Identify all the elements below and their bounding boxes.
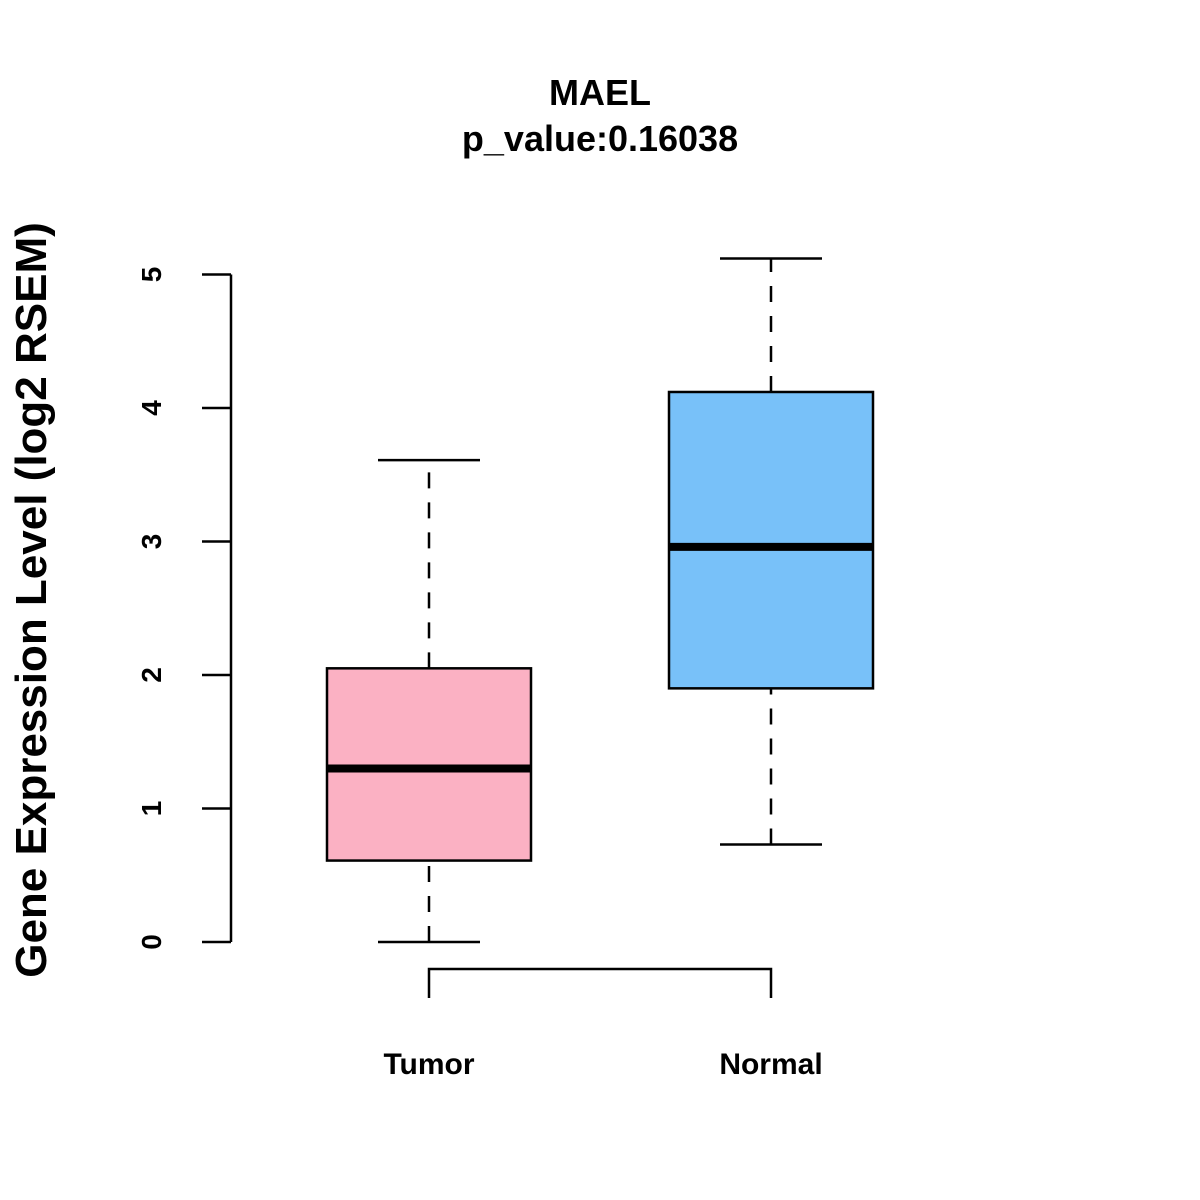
y-tick-label-2: 2 [136, 667, 167, 683]
box-normal [667, 257, 875, 846]
iqr-box [667, 390, 875, 690]
y-axis-label: Gene Expression Level (log2 RSEM) [7, 222, 56, 978]
y-tick-label-5: 5 [136, 267, 167, 283]
chart-subtitle: p_value:0.16038 [462, 118, 738, 159]
x-label-tumor: Tumor [383, 1048, 474, 1081]
y-axis: 0 1 2 3 4 5 [136, 267, 233, 950]
box-tumor [325, 458, 533, 944]
chart-title: MAEL [549, 72, 651, 113]
iqr-box [325, 667, 533, 862]
bracket-line [427, 967, 773, 998]
y-tick-label-4: 4 [136, 400, 167, 416]
y-tick-label-1: 1 [136, 801, 167, 817]
x-axis-labels: Tumor Normal [383, 1048, 822, 1081]
plot-area [325, 257, 875, 944]
group-bracket [427, 967, 773, 998]
y-tick-label-3: 3 [136, 534, 167, 550]
x-label-normal: Normal [719, 1048, 822, 1081]
y-tick-label-0: 0 [136, 934, 167, 950]
